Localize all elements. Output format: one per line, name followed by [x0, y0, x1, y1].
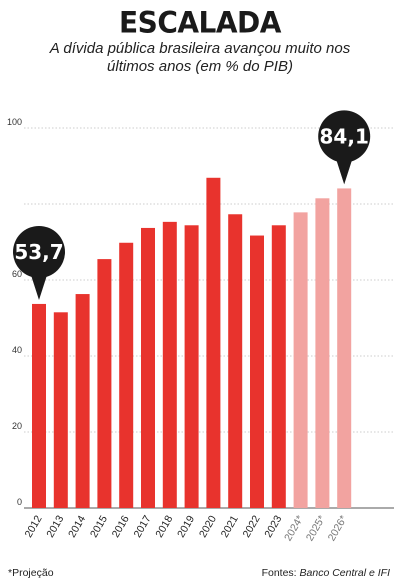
- sources-text: Banco Central e IFI: [299, 567, 390, 579]
- x-tick-label: 2014: [66, 513, 88, 539]
- bar-2020: [206, 177, 221, 508]
- bar-2012: [32, 303, 46, 508]
- bar-2021: [228, 214, 243, 508]
- x-tick-label: 2023: [262, 513, 284, 539]
- x-tick-label: 2018: [153, 513, 175, 539]
- x-tick-label: 2021: [219, 513, 241, 539]
- callout-pointer: [30, 271, 48, 300]
- chart-title: ESCALADA: [119, 5, 281, 40]
- bar-2014: [75, 294, 90, 508]
- x-tick-label: 2019: [175, 513, 197, 539]
- callout-bubble: 84,1: [318, 110, 371, 185]
- x-tick-label: 2016: [110, 513, 132, 539]
- bar-2026-proj: [337, 188, 352, 509]
- y-tick-label: 100: [7, 117, 22, 127]
- sources-label: Fontes:: [261, 567, 297, 579]
- x-tick-label: 2024*: [282, 514, 306, 544]
- bar-2016: [119, 242, 134, 508]
- x-tick-label: 2013: [44, 513, 66, 539]
- callout-circle: [318, 110, 371, 163]
- callout-value: 84,1: [320, 124, 369, 148]
- footnote: *Projeção: [8, 567, 54, 579]
- x-tick-label: 2017: [132, 513, 154, 539]
- x-tick-label: 2012: [23, 513, 45, 539]
- bar-2024-proj: [293, 212, 308, 509]
- bar-2023: [271, 225, 286, 508]
- y-tick-label: 0: [17, 497, 22, 507]
- bar-2017: [141, 227, 155, 508]
- bar-2018: [162, 221, 177, 509]
- x-tick-label: 2015: [88, 513, 110, 539]
- y-tick-label: 40: [12, 345, 22, 355]
- bar-2022: [250, 235, 264, 509]
- bar-2015: [97, 259, 112, 508]
- x-tick-label: 2022: [241, 513, 263, 539]
- sources: Fontes: Banco Central e IFI: [262, 567, 390, 579]
- callout-value: 53,7: [14, 240, 63, 264]
- bar-2013: [53, 312, 68, 508]
- callout-pointer: [335, 156, 354, 185]
- bar-2025-proj: [315, 198, 330, 509]
- y-tick-label: 20: [12, 421, 22, 431]
- callout-bubble: 53,7: [13, 225, 65, 300]
- x-tick-label: 2026*: [326, 514, 350, 544]
- callout-circle: [13, 225, 65, 278]
- chart-subtitle: A dívida pública brasileira avançou muit…: [49, 40, 351, 75]
- y-tick-label: 60: [12, 269, 22, 279]
- bar-2019: [184, 225, 199, 508]
- x-tick-label: 2020: [197, 513, 219, 539]
- x-tick-label: 2025*: [304, 514, 328, 544]
